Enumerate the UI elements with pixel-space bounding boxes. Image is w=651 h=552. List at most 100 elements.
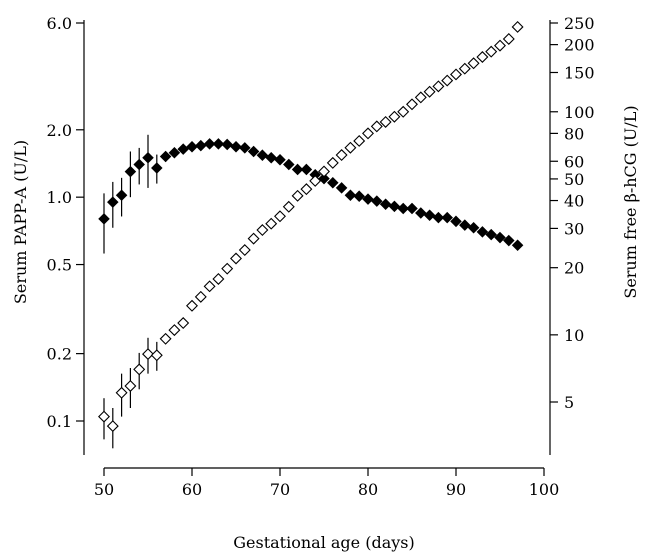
papp-a-point [397,202,409,215]
right-y-axis-title: Serum free β-hCG (U/L) [621,105,640,298]
right-y-tick-label: 60 [564,152,584,171]
hcg-point [300,183,313,196]
papp-a-point [344,189,357,202]
papp-a-point [283,158,295,171]
x-tick-label: 100 [529,480,560,499]
papp-a-point [432,211,445,224]
papp-a-point [256,149,269,161]
hcg-point [106,420,119,433]
hcg-point [98,410,110,423]
papp-a-point [423,209,436,222]
papp-a-point [459,219,471,231]
hcg-point [115,386,128,399]
left-y-tick-label: 0.5 [47,256,72,275]
left-y-tick-label: 1.0 [47,188,72,207]
right-y-tick-label: 10 [564,326,584,345]
hcg-point [150,349,163,362]
right-y-tick-label: 80 [564,124,584,143]
left-y-axis-title: Serum PAPP-A (U/L) [11,140,30,304]
hcg-point [256,224,269,237]
hcg-point [379,116,392,128]
hcg-point [458,62,471,75]
papp-a-point [142,151,154,164]
x-tick-label: 80 [358,480,378,499]
hcg-point [318,165,330,178]
papp-a-point [274,153,286,166]
hcg-point [397,105,410,118]
hcg-point [309,174,322,187]
hcg-point [432,80,445,93]
hcg-point [230,252,242,265]
papp-a-point [98,213,110,225]
papp-a-point [441,211,453,224]
x-axis-title: Gestational age (days) [233,533,415,552]
papp-a-point [107,196,119,208]
papp-a-point [494,231,506,244]
left-y-tick-label: 6.0 [47,14,72,33]
papp-a-point [450,215,462,228]
hcg-point [362,127,374,140]
papp-a-point [195,139,207,152]
right-y-tick-label: 50 [564,170,584,189]
hcg-point [247,232,260,245]
papp-a-point [353,190,365,202]
x-tick-label: 70 [270,480,290,499]
error-bars [103,134,202,449]
hcg-point [326,156,339,169]
papp-a-point [327,176,339,189]
papp-a-point [212,138,225,150]
right-y-tick-label: 30 [564,219,584,238]
papp-a-point [503,234,515,247]
hcg-point [450,68,462,81]
hcg-point [186,299,198,312]
x-tick-label: 60 [182,480,202,499]
hcg-point [388,110,401,123]
papp-a-point [133,158,145,171]
papp-a-point [379,198,392,210]
papp-a-point [415,207,427,219]
right-y-tick-label: 250 [564,14,595,33]
hcg-point [212,273,225,285]
papp-a-point [362,193,374,205]
papp-a-point [221,138,233,151]
papp-a-point [335,182,348,194]
hcg-point [414,91,427,104]
hcg-point [353,134,366,147]
hcg-point [194,290,207,303]
hcg-point [441,74,454,87]
papp-a-point [159,150,172,163]
papp-a-point [300,163,313,176]
papp-a-point [318,172,330,185]
right-y-tick-label: 40 [564,192,584,211]
x-tick-label: 50 [94,480,114,499]
hcg-point [265,217,278,230]
papp-a-point [371,195,383,207]
papp-a-point [265,151,277,164]
right-y-tick-label: 150 [564,63,595,82]
papp-a-point [177,143,189,155]
hcg-point [485,45,498,58]
hcg-point [177,317,190,329]
hcg-point [291,189,304,202]
papp-a-point [230,140,242,153]
right-y-tick-label: 5 [564,393,574,412]
hcg-point [203,280,216,293]
markers [98,20,524,433]
papp-a-point [124,165,137,178]
papp-a-point [151,162,163,174]
hcg-point [133,363,146,376]
hcg-point [476,51,489,63]
left-y-tick-label: 0.2 [47,345,72,364]
hcg-point [406,98,418,111]
hcg-point [168,324,181,337]
papp-a-point [247,145,260,158]
hcg-point [511,20,524,33]
papp-a-point [467,221,480,234]
papp-a-point [476,226,489,238]
hcg-point [274,210,286,223]
papp-a-point [291,163,304,176]
ticks: 50 60 70 80 90 1000.10.20.51.02.06.0510203040… [47,14,595,499]
axes [83,20,551,469]
papp-a-point [485,228,497,241]
hcg-point [344,141,357,154]
